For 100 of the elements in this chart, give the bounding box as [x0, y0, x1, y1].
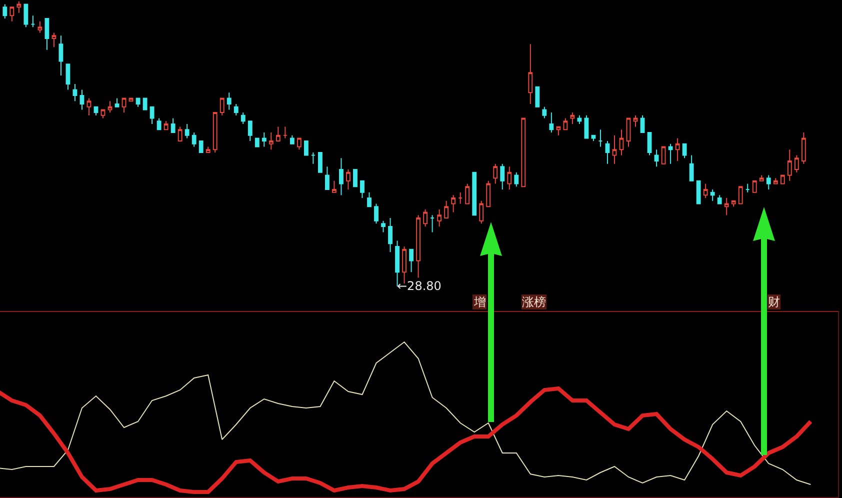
candlestick	[633, 114, 638, 128]
candlestick	[240, 112, 246, 124]
candlestick	[409, 248, 414, 273]
candlestick	[381, 220, 386, 233]
candlestick	[52, 32, 56, 48]
candlestick	[220, 98, 224, 116]
candlestick	[612, 134, 617, 164]
candlestick	[416, 214, 421, 278]
candlestick	[296, 138, 302, 150]
candlestick	[731, 200, 736, 208]
candlestick	[346, 169, 350, 190]
candlestick	[696, 180, 701, 204]
candlestick	[444, 200, 449, 218]
candlestick	[80, 89, 84, 110]
candlestick	[282, 126, 288, 139]
candlestick	[136, 98, 140, 108]
candlestick	[268, 132, 274, 150]
candlestick	[353, 169, 358, 188]
candlestick	[605, 140, 610, 164]
candlestick	[675, 138, 680, 162]
candlestick	[780, 174, 785, 184]
candlestick	[598, 129, 603, 148]
candlestick	[332, 180, 336, 193]
candlestick	[360, 180, 364, 199]
candlestick	[584, 114, 589, 139]
candlestick	[787, 149, 792, 182]
candlestick	[423, 208, 428, 228]
candlestick	[626, 118, 631, 148]
candlestick	[310, 152, 316, 164]
candlestick	[682, 143, 687, 159]
candlestick	[226, 92, 232, 110]
candlestick	[654, 149, 659, 168]
candlestick	[94, 106, 98, 116]
candlestick	[374, 203, 378, 224]
candlestick	[472, 172, 477, 216]
candlestick	[122, 98, 126, 114]
candlestick	[500, 163, 505, 190]
text: 增	[473, 295, 486, 309]
candlestick	[2, 4, 8, 20]
candlestick	[703, 183, 708, 199]
candlestick	[619, 129, 624, 156]
candlestick	[528, 44, 533, 104]
candlestick	[150, 106, 154, 124]
candlestick	[170, 118, 176, 133]
candlestick	[184, 123, 190, 139]
candlestick	[773, 178, 778, 184]
candlestick	[198, 140, 204, 153]
candlestick	[717, 194, 722, 204]
candlestick	[192, 132, 196, 148]
candlestick	[514, 172, 519, 188]
candlestick	[556, 126, 561, 136]
candlestick	[549, 112, 554, 133]
candlestick	[668, 143, 673, 164]
candlestick	[304, 140, 308, 156]
candlestick	[570, 112, 575, 124]
candlestick	[738, 186, 743, 204]
candlestick	[794, 154, 799, 173]
candlestick	[10, 6, 14, 22]
candlestick	[493, 163, 498, 184]
candlestick	[437, 208, 442, 228]
candlestick	[142, 98, 148, 110]
candlestick	[248, 120, 252, 142]
candlestick	[58, 35, 64, 76]
candlestick	[38, 20, 42, 34]
candlestick	[262, 132, 266, 148]
candlestick	[724, 198, 729, 216]
candlestick	[689, 154, 694, 182]
text: 财	[768, 295, 780, 309]
candlestick	[388, 217, 392, 253]
candlestick	[542, 106, 547, 119]
text: 涨榜	[522, 295, 546, 309]
candlestick	[535, 86, 540, 108]
candlestick	[86, 98, 92, 116]
candlestick	[206, 146, 210, 153]
candlestick	[178, 126, 182, 142]
candlestick	[254, 138, 260, 148]
candlestick	[640, 114, 645, 133]
candlestick	[30, 15, 36, 28]
candlestick	[752, 180, 757, 193]
candlestick	[507, 166, 512, 190]
candlestick	[710, 188, 715, 202]
candlestick	[458, 192, 463, 204]
candlestick	[156, 118, 162, 130]
candlestick	[318, 152, 322, 173]
candlestick	[430, 214, 435, 233]
candlestick	[577, 114, 582, 124]
candlestick	[479, 200, 484, 224]
candlestick	[72, 84, 78, 102]
candlestick	[451, 194, 456, 213]
candlestick	[212, 112, 218, 153]
candlestick	[325, 166, 330, 190]
candlestick	[100, 109, 106, 119]
candlestick	[486, 180, 491, 208]
candlestick	[367, 192, 372, 208]
annotation: ←28.80	[397, 279, 442, 293]
candlestick	[661, 146, 666, 164]
candlestick	[164, 120, 168, 130]
candlestick	[44, 18, 50, 50]
candlestick	[801, 132, 806, 164]
candlestick	[647, 132, 652, 156]
